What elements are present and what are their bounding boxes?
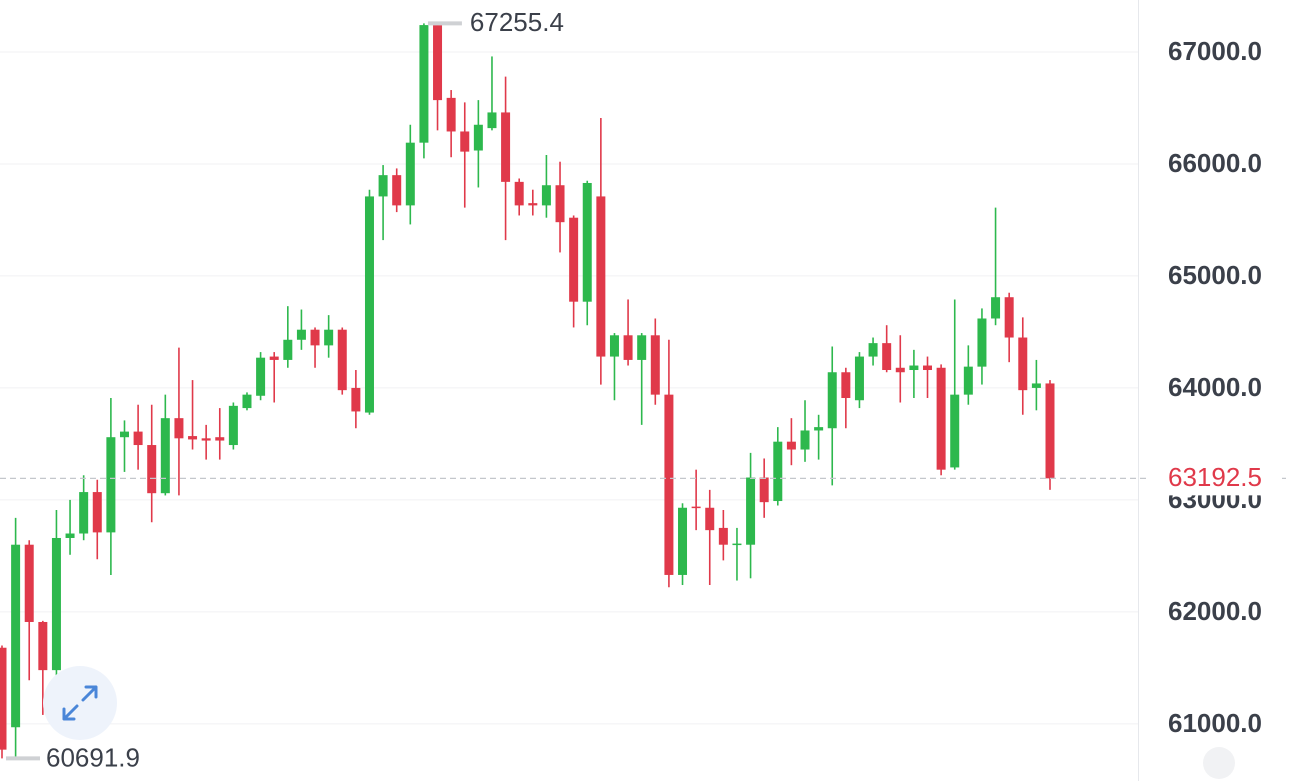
candle-body	[51, 537, 61, 671]
candle-body	[433, 25, 443, 101]
candle-body	[201, 438, 211, 441]
candle-body	[296, 329, 306, 340]
expand-button-bg[interactable]	[43, 666, 117, 740]
expand-button[interactable]	[43, 666, 117, 740]
candle-body	[310, 329, 320, 346]
candle-body	[1045, 383, 1055, 479]
candle-body	[678, 507, 688, 575]
candle-body	[324, 329, 334, 346]
candle-body	[977, 318, 987, 367]
candle-body	[405, 142, 415, 206]
candle-body	[882, 343, 892, 371]
candle-body	[555, 185, 565, 223]
candle-body	[501, 112, 511, 182]
y-tick-label: 61000.0	[1168, 708, 1262, 738]
candle-body	[378, 175, 388, 197]
candle-body	[909, 365, 919, 371]
candle-body	[827, 372, 837, 429]
candle-body	[351, 387, 361, 412]
candle-body	[623, 335, 633, 360]
candle-body	[528, 203, 538, 206]
candle-body	[174, 418, 184, 439]
candle-body	[759, 477, 769, 503]
candle-body	[841, 372, 851, 399]
candle-body	[0, 647, 7, 750]
candle-body	[92, 492, 102, 533]
expand-icon	[62, 685, 98, 721]
candle-body	[24, 544, 34, 622]
candle-body	[609, 335, 619, 357]
candle-body	[38, 621, 48, 671]
candle-body	[283, 339, 293, 360]
candle-body	[950, 394, 960, 468]
candle-body	[79, 492, 89, 534]
candle-body	[228, 405, 238, 446]
y-tick-label: 62000.0	[1168, 596, 1262, 626]
candle-body	[65, 533, 75, 538]
min-marker-label: 60691.9	[46, 742, 140, 772]
candle-body	[773, 441, 783, 502]
candle-body	[11, 544, 21, 728]
candle-body	[256, 357, 266, 396]
candle-body	[650, 335, 660, 395]
candle-body	[487, 112, 497, 129]
candles	[0, 23, 1055, 759]
candle-body	[473, 124, 483, 151]
candle-body	[147, 445, 157, 494]
candle-body	[1004, 297, 1014, 338]
candle-body	[868, 343, 878, 357]
candle-body	[705, 507, 715, 531]
last-price-label: 63192.5	[1168, 462, 1262, 492]
candle-body	[269, 356, 279, 360]
candle-body	[854, 356, 864, 401]
last-price-bg	[1146, 461, 1282, 496]
y-tick-label: 66000.0	[1168, 148, 1262, 178]
candle-body	[786, 441, 796, 450]
candle-body	[732, 543, 742, 546]
candle-body	[800, 430, 810, 450]
candle-body	[814, 427, 824, 431]
candle-body	[963, 366, 973, 395]
y-tick-label: 65000.0	[1168, 260, 1262, 290]
markers: 63192.5 67255.4 60691.9	[0, 7, 1290, 772]
candle-body	[991, 297, 1001, 319]
candle-body	[514, 181, 524, 206]
candle-body	[242, 394, 252, 409]
y-tick-label: 64000.0	[1168, 372, 1262, 402]
candle-body	[188, 436, 198, 440]
candle-body	[923, 365, 933, 371]
max-marker-label: 67255.4	[470, 7, 564, 37]
candle-body	[596, 196, 606, 357]
candle-body	[895, 367, 905, 373]
candle-body	[1031, 383, 1041, 388]
candle-body	[460, 131, 470, 152]
candle-body	[569, 217, 579, 302]
corner-icon	[1203, 747, 1235, 779]
candle-body	[392, 175, 402, 206]
candle-body	[133, 431, 143, 446]
candle-body	[215, 437, 225, 441]
candle-body	[718, 527, 728, 545]
y-tick-label: 67000.0	[1168, 36, 1262, 66]
candle-body	[691, 506, 701, 509]
candle-body	[664, 394, 674, 575]
candle-body	[160, 418, 170, 494]
candle-body	[119, 431, 129, 438]
candle-body	[106, 437, 116, 533]
candle-body	[637, 335, 647, 360]
candle-body	[541, 185, 551, 206]
candle-body	[364, 196, 374, 413]
candle-body	[746, 477, 756, 545]
candle-body	[936, 367, 946, 470]
grid	[0, 51, 1138, 725]
candle-body	[1018, 337, 1028, 391]
candle-body	[419, 25, 429, 143]
candle-body	[446, 97, 456, 132]
candle-body	[337, 329, 347, 391]
candle-body	[582, 182, 592, 302]
